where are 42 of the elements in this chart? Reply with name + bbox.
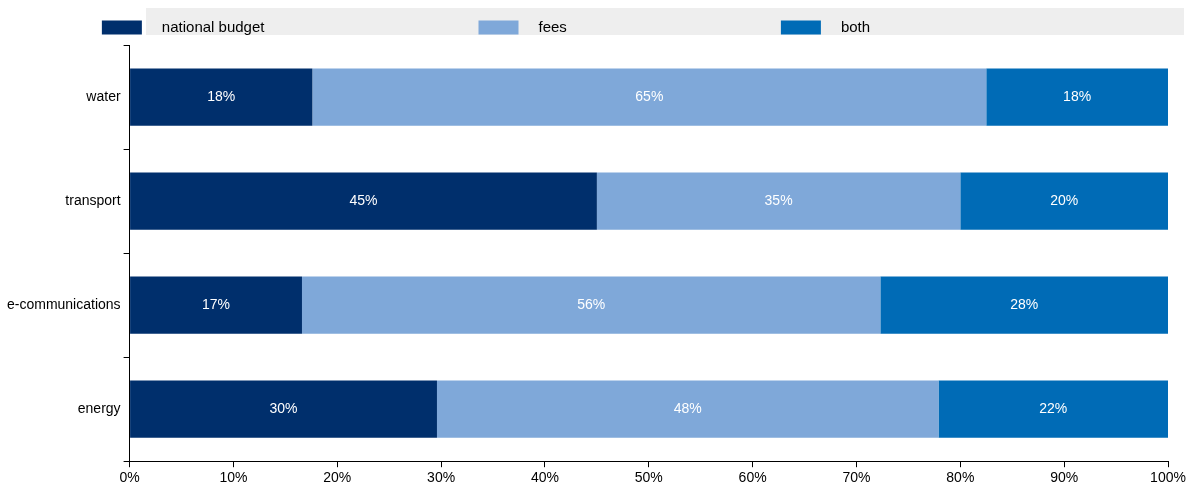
y-tick-label: transport — [65, 191, 121, 208]
data-label: 18% — [1063, 87, 1092, 104]
legend-label: fees — [526, 17, 767, 35]
bar — [301, 276, 881, 334]
data-label: 22% — [1039, 400, 1068, 417]
bar — [596, 172, 961, 230]
bar — [130, 276, 302, 334]
x-tick-label: 60% — [738, 469, 767, 486]
data-label: 20% — [1050, 191, 1079, 208]
bar — [130, 380, 437, 438]
x-tick-label: 90% — [1050, 469, 1079, 486]
bar — [960, 172, 1168, 230]
x-tick-label: 40% — [530, 469, 559, 486]
data-label: 18% — [207, 87, 236, 104]
x-tick-label: 80% — [946, 469, 975, 486]
data-label: 48% — [673, 400, 702, 417]
data-label: 35% — [764, 191, 793, 208]
x-tick-label: 100% — [1150, 469, 1186, 486]
y-tick-label: water — [85, 87, 121, 104]
x-tick-label: 50% — [634, 469, 663, 486]
data-label: 28% — [1010, 295, 1039, 312]
bar — [938, 380, 1168, 438]
y-tick-label: e-communications — [6, 295, 121, 312]
bar — [130, 172, 597, 230]
data-label: 56% — [577, 295, 606, 312]
legend-label: both — [828, 17, 1071, 35]
data-label: 30% — [269, 400, 298, 417]
bar — [986, 68, 1168, 126]
x-tick-label: 30% — [427, 469, 456, 486]
x-tick-label: 20% — [323, 469, 352, 486]
x-tick-label: 70% — [842, 469, 871, 486]
data-label: 17% — [202, 295, 231, 312]
x-tick-label: 10% — [219, 469, 248, 486]
legend-label: national budget — [149, 17, 465, 35]
x-tick-label: 0% — [119, 469, 140, 486]
bar — [312, 68, 987, 126]
y-tick-label: energy — [77, 400, 121, 417]
bar — [130, 68, 313, 126]
data-label: 65% — [635, 87, 664, 104]
bar — [880, 276, 1168, 334]
data-label: 45% — [349, 191, 378, 208]
bar — [436, 380, 939, 438]
